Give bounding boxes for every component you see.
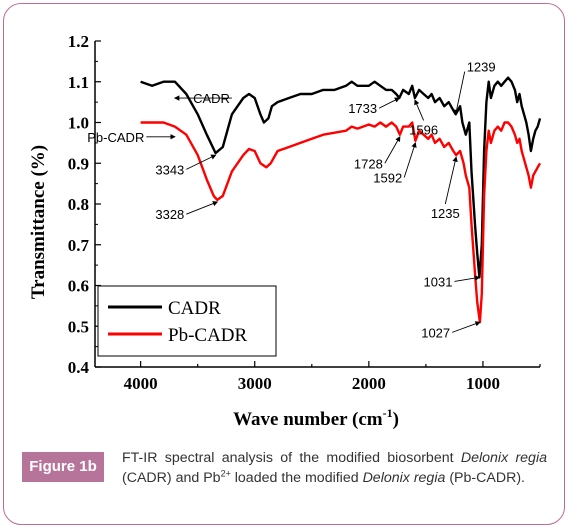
annotation-arrow — [403, 142, 417, 178]
series-line-cadr — [140, 76, 542, 279]
annotation-label: 1728 — [354, 156, 383, 171]
annotation-arrow — [454, 275, 481, 282]
y-tick-label: 1.0 — [68, 114, 89, 133]
caption-after: loaded the modified — [230, 470, 359, 486]
annotation-label: 1027 — [421, 325, 450, 340]
x-tick-label: 3000 — [238, 374, 272, 393]
y-tick-label: 0.4 — [68, 358, 90, 377]
legend-box — [97, 285, 277, 357]
y-tick-label: 1.1 — [68, 73, 89, 92]
annotation-label: 1031 — [424, 274, 453, 289]
series-layer — [140, 76, 542, 324]
y-tick-label: 0.5 — [68, 317, 89, 336]
ftir-chart: 0.4 0.5 0.6 0.7 0.8 0.9 1.0 1.1 1.2 4000 3000 2000 1… — [28, 32, 542, 430]
caption-text: FT-IR spectral analysis of the modified … — [122, 448, 547, 488]
annotation-label: Pb-CADR — [87, 130, 144, 145]
caption-tail: (Pb-CADR). — [445, 470, 525, 486]
annotation-label: 1235 — [431, 206, 460, 221]
figure-badge: Figure 1b — [22, 452, 104, 482]
annotation-label: 3343 — [155, 162, 184, 177]
axes: 0.4 0.5 0.6 0.7 0.8 0.9 1.0 1.1 1.2 4000 3000 2000 1… — [68, 32, 541, 393]
x-tick-label: 1000 — [466, 374, 500, 393]
x-axis-title: Wave number (cm-1) — [233, 406, 399, 430]
legend-label-pb-cadr: Pb-CADR — [168, 325, 248, 346]
caption-species: Delonix regia — [460, 450, 547, 466]
annotation-label: 1733 — [348, 101, 377, 116]
annotation-arrow — [186, 201, 219, 215]
caption-species2: Delonix regia — [362, 470, 446, 486]
caption-mid: (CADR) and Pb — [122, 470, 221, 486]
y-tick-label: 0.6 — [68, 277, 89, 296]
annotation-label: 3328 — [155, 207, 184, 222]
caption-line1: FT-IR spectral analysis of the modified … — [122, 450, 454, 466]
legend-label-cadr: CADR — [168, 298, 221, 319]
figure-caption: Figure 1b FT-IR spectral analysis of the… — [20, 440, 550, 520]
y-tick-label: 0.9 — [68, 154, 89, 173]
series-line-pb-cadr — [140, 121, 542, 324]
caption-superscript: 2+ — [220, 468, 231, 479]
annotation-arrow — [384, 135, 401, 164]
annotation-arrow — [414, 99, 425, 121]
y-tick-label: 1.2 — [68, 32, 89, 51]
y-tick-label: 0.8 — [68, 195, 89, 214]
annotation-label: 1592 — [373, 171, 402, 186]
y-tick-label: 0.7 — [68, 236, 90, 255]
annotation-label: 1596 — [409, 122, 438, 137]
annotation-label: CADR — [193, 91, 230, 106]
annotation-arrow — [451, 321, 481, 333]
x-tick-label: 4000 — [124, 374, 158, 393]
legend: CADR Pb-CADR — [97, 285, 277, 357]
annotation-arrow — [186, 154, 217, 170]
annotation-arrow — [378, 97, 401, 109]
annotation-arrow — [453, 71, 466, 116]
annotation-label: 1239 — [467, 60, 496, 75]
annotation-arrow — [444, 156, 458, 205]
y-axis-title: Transmittance (%) — [28, 145, 49, 299]
x-tick-label: 2000 — [352, 374, 386, 393]
figure-frame — [3, 3, 565, 525]
